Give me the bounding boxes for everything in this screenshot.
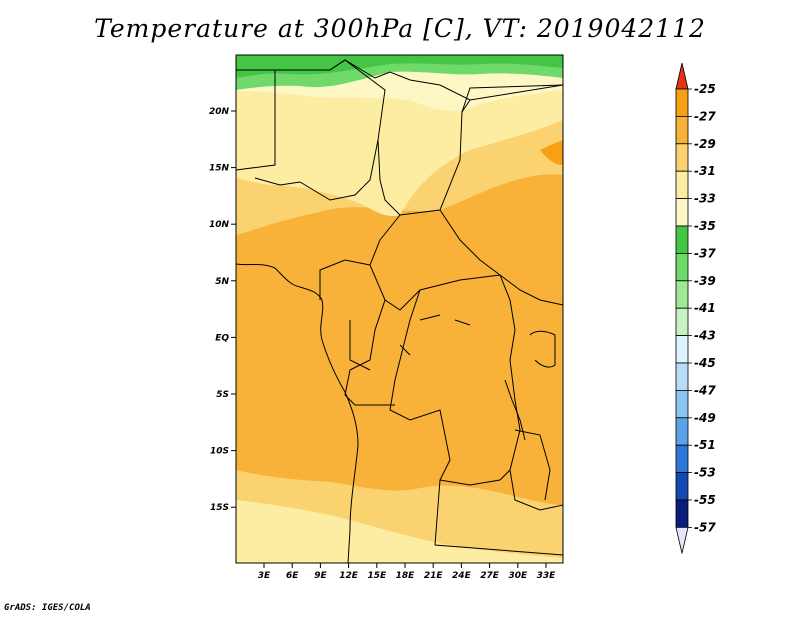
lat-tick-label: 20N [209,107,230,117]
lat-axis: 20N 15N 10N 5N EQ 5S 10S 15S [209,107,236,513]
lon-tick-label: 27E [480,571,500,581]
field-band-37 [236,55,563,78]
colorbar-segment [675,362,689,391]
colorbar-label: -31 [694,164,716,178]
colorbar-label: -43 [694,329,716,343]
lat-tick-label: 5N [215,277,229,287]
lon-tick-label: 18E [396,571,416,581]
lon-tick-label: 9E [314,571,327,581]
lon-axis: 3E 6E 9E 12E 15E 18E 21E 24E 27E 30E 33E [258,563,556,581]
colorbar-label: -33 [694,192,716,206]
lon-tick-label: 30E [508,571,528,581]
temperature-field [236,55,563,563]
colorbar: -25 -27 -29 -31 -33 -35 -37 -39 -41 -43 -45 -47 -49 -… [675,62,716,554]
colorbar-label: -37 [694,246,716,260]
colorbar-label: -47 [694,383,716,397]
map-frame [235,54,564,564]
lon-tick-label: 15E [367,571,387,581]
footer-credit: GrADS: IGES/COLA [4,603,91,613]
colorbar-top-arrow [675,62,689,90]
chart-title: Temperature at 300hPa [C], VT: 201904211… [94,14,706,43]
colorbar-label: -55 [694,493,716,507]
lat-tick-label: EQ [215,333,229,343]
colorbar-segment [675,143,689,172]
colorbar-label: -25 [694,82,716,96]
colorbar-segment [675,472,689,501]
colorbar-segment [675,444,689,474]
colorbar-segment [675,252,689,282]
lon-tick-label: 6E [286,571,299,581]
colorbar-bottom-arrow [675,527,689,554]
colorbar-segment [675,335,689,364]
colorbar-label: -27 [694,109,716,123]
colorbar-label: -35 [694,219,716,233]
colorbar-segment [675,116,689,145]
map-borders [236,59,563,563]
colorbar-segment [675,225,689,254]
colorbar-segment [675,417,689,446]
colorbar-label: -53 [694,466,716,480]
lon-tick-label: 12E [339,571,359,581]
colorbar-segment [675,88,689,117]
colorbar-segment [675,389,689,419]
lat-tick-label: 15S [210,503,229,513]
colorbar-segment [675,307,689,337]
colorbar-label: -39 [694,274,716,288]
colorbar-label: -49 [694,411,716,425]
lon-tick-label: 33E [537,571,557,581]
colorbar-label: -41 [694,301,716,315]
colorbar-segment [675,499,689,528]
lon-tick-label: 3E [258,571,271,581]
lat-tick-label: 5S [216,390,229,400]
lat-tick-label: 10S [210,447,229,457]
colorbar-segment [675,198,689,227]
colorbar-segment [675,280,689,309]
colorbar-label: -57 [694,520,716,534]
field-band-33-south [236,500,563,563]
colorbar-segment [675,170,689,199]
lon-tick-label: 24E [452,571,472,581]
lat-tick-label: 10N [209,220,230,230]
lat-tick-label: 15N [209,164,230,174]
colorbar-label: -45 [694,356,716,370]
field-band-29 [540,140,563,165]
colorbar-label: -51 [694,438,716,452]
lon-tick-label: 21E [424,571,444,581]
colorbar-label: -29 [694,137,716,151]
